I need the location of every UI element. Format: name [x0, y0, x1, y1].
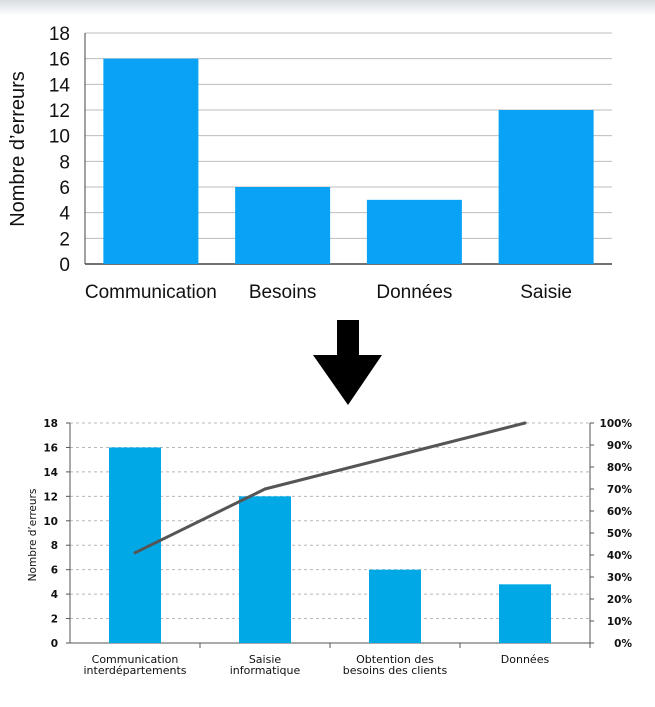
x-tick-label: Obtention des: [356, 653, 434, 666]
y2-tick-label: 0%: [614, 638, 632, 650]
y-tick-label: 8: [59, 152, 70, 173]
y-tick-label: 16: [49, 50, 70, 71]
x-tick-label: Saisie: [520, 282, 572, 303]
bar: [103, 58, 199, 264]
cumulative-line: [134, 421, 526, 555]
y2-tick-label: 10%: [607, 616, 633, 628]
bar: [235, 187, 331, 264]
y-tick-label: 18: [49, 24, 70, 45]
y-tick-label: 14: [43, 467, 58, 479]
x-tick-label: Besoins: [249, 282, 317, 303]
y-tick-label: 8: [51, 540, 58, 552]
bar: [366, 199, 462, 264]
bar: [369, 569, 421, 643]
bar: [499, 584, 551, 643]
y-tick-label: 6: [59, 178, 70, 199]
x-tick-label: Communication: [85, 282, 217, 303]
x-tick-label: besoins des clients: [343, 664, 448, 677]
y2-tick-label: 20%: [607, 594, 633, 606]
y-tick-label: 4: [59, 204, 70, 225]
cumulative-point: [263, 487, 267, 491]
y2-tick-label: 50%: [607, 528, 633, 540]
y-tick-label: 2: [51, 614, 58, 626]
x-tick-label: Communication: [92, 653, 179, 666]
y-tick-label: 6: [51, 565, 58, 577]
cumulative-point: [133, 551, 137, 555]
y-tick-label: 18: [43, 418, 58, 430]
y-tick-label: 16: [43, 442, 58, 454]
y-axis-label: Nombre d’erreurs: [7, 71, 29, 227]
y-axis-label: Nombre d’erreurs: [27, 489, 39, 582]
y-tick-label: 0: [59, 255, 70, 276]
y-tick-label: 14: [49, 75, 71, 96]
y2-tick-label: 70%: [607, 484, 633, 496]
cumulative-point: [523, 421, 527, 425]
y2-tick-label: 90%: [607, 440, 633, 452]
x-tick-label: Saisie: [249, 653, 282, 666]
header-band: [0, 0, 655, 16]
y2-tick-label: 60%: [607, 506, 633, 518]
x-tick-label: Données: [376, 282, 452, 303]
y2-tick-label: 80%: [607, 462, 633, 474]
x-tick-label: Données: [501, 653, 550, 666]
y-tick-label: 12: [43, 491, 58, 503]
x-tick-label: interdépartements: [83, 664, 186, 677]
y-tick-label: 4: [51, 589, 58, 601]
y-tick-label: 10: [43, 516, 58, 528]
y-tick-label: 2: [59, 229, 70, 250]
y2-tick-label: 40%: [607, 550, 633, 562]
simple-bar-chart: 0 2 4 6 8 10 12 14 16 18 Communication Besoins Donné…: [7, 24, 612, 303]
cumulative-point: [393, 454, 397, 458]
y-tick-label: 12: [49, 101, 70, 122]
bar: [239, 496, 291, 643]
y-tick-label: 10: [49, 127, 70, 148]
y-tick-label: 0: [51, 638, 58, 650]
x-tick-label: informatique: [230, 664, 301, 677]
y2-tick-label: 30%: [607, 572, 633, 584]
y2-tick-label: 100%: [600, 418, 633, 430]
bar: [498, 110, 594, 264]
